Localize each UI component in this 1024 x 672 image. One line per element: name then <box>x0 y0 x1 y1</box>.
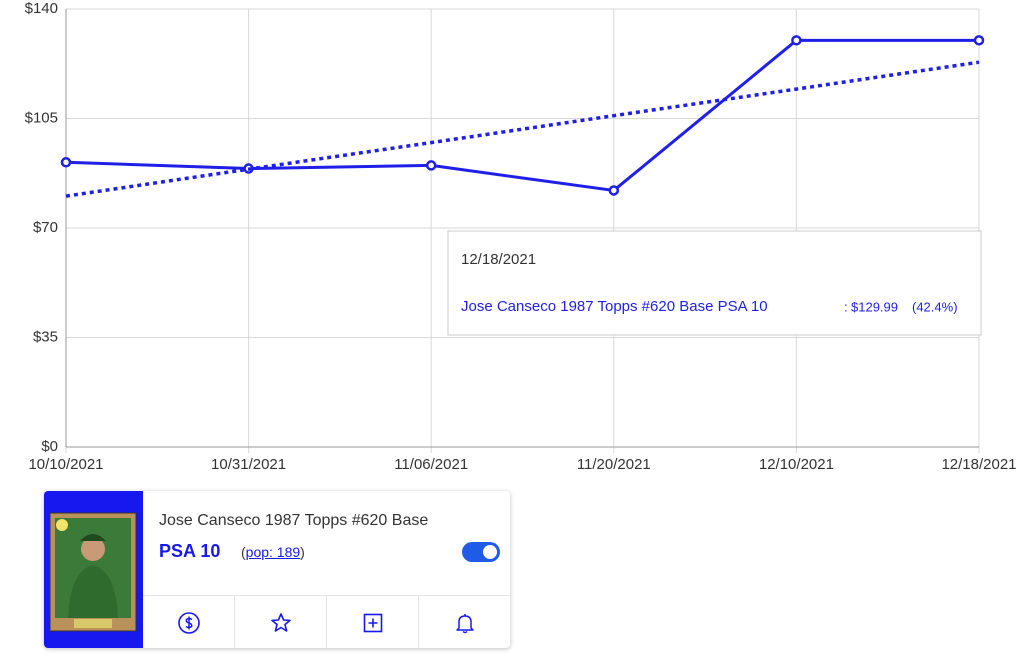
point <box>608 185 620 196</box>
price-line <box>65 38 979 193</box>
y-tick-label: $105 <box>25 109 58 126</box>
add-button[interactable] <box>327 596 419 648</box>
price-button[interactable] <box>143 596 235 648</box>
chart: $0 $35 $70 $105 $140 10/10/2021 10/31/2021 11/0… <box>25 0 1017 473</box>
card-title: Jose Canseco 1987 Topps #620 Base <box>159 512 429 529</box>
tooltip-series: Jose Canseco 1987 Topps #620 Base PSA 10 <box>461 298 768 315</box>
pop-close: ) <box>300 544 305 560</box>
card-image <box>49 512 137 632</box>
x-tick-label: 10/31/2021 <box>211 456 286 473</box>
point <box>973 35 985 46</box>
x-tick-label: 12/10/2021 <box>759 456 834 473</box>
point <box>791 35 802 46</box>
y-tick-label: $140 <box>25 0 58 17</box>
y-tick-label: $70 <box>33 219 58 236</box>
alert-button[interactable] <box>419 596 510 648</box>
x-tick-label: 12/18/2021 <box>941 456 1016 473</box>
action-bar <box>143 595 510 648</box>
point <box>425 160 437 171</box>
pop: (pop: 189) <box>241 544 305 560</box>
card-strip <box>44 491 143 648</box>
pop-link[interactable]: pop: 189 <box>245 544 301 560</box>
tooltip-date: 12/18/2021 <box>461 251 536 268</box>
favorite-button[interactable] <box>235 596 327 648</box>
trend-line <box>65 60 980 198</box>
point <box>60 157 72 168</box>
tooltip-box <box>447 230 982 336</box>
tooltip-value: $129.99 <box>851 299 898 314</box>
card: Jose Canseco 1987 Topps #620 Base PSA 10… <box>44 491 510 648</box>
x-tick-label: 11/20/2021 <box>577 456 651 473</box>
tooltip: 12/18/2021 Jose Canseco 1987 Topps #620 … <box>447 230 982 336</box>
tooltip-separator: : <box>844 299 848 314</box>
card-grade: PSA 10 <box>159 541 221 561</box>
toggle[interactable] <box>462 542 500 562</box>
pop-open: ( <box>241 544 246 560</box>
y-tick-label: $35 <box>33 328 58 345</box>
x-tick-label: 11/06/2021 <box>394 456 468 473</box>
y-tick-label: $0 <box>41 438 58 455</box>
tooltip-change: (42.4%) <box>912 299 958 314</box>
x-tick-label: 10/10/2021 <box>28 456 103 473</box>
